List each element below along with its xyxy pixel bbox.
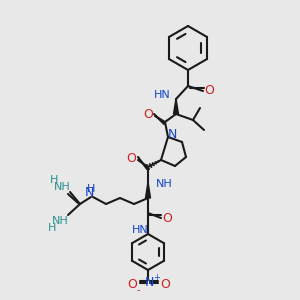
Text: N: N: [167, 128, 177, 142]
Text: N: N: [84, 185, 94, 199]
Text: NH: NH: [54, 182, 70, 192]
Text: O: O: [204, 85, 214, 98]
Text: -: -: [136, 285, 140, 295]
Text: H: H: [87, 184, 95, 194]
Polygon shape: [173, 99, 178, 114]
Text: O: O: [126, 152, 136, 166]
Text: HN: HN: [154, 90, 171, 100]
Text: O: O: [127, 278, 137, 292]
Polygon shape: [146, 182, 151, 198]
Text: N: N: [144, 275, 154, 289]
Text: O: O: [162, 212, 172, 224]
Text: H: H: [50, 175, 58, 185]
Text: O: O: [143, 109, 153, 122]
Text: NH: NH: [52, 216, 68, 226]
Text: O: O: [160, 278, 170, 292]
Text: H: H: [48, 223, 56, 233]
Text: HN: HN: [132, 225, 148, 235]
Text: NH: NH: [156, 179, 173, 189]
Text: +: +: [153, 274, 160, 283]
